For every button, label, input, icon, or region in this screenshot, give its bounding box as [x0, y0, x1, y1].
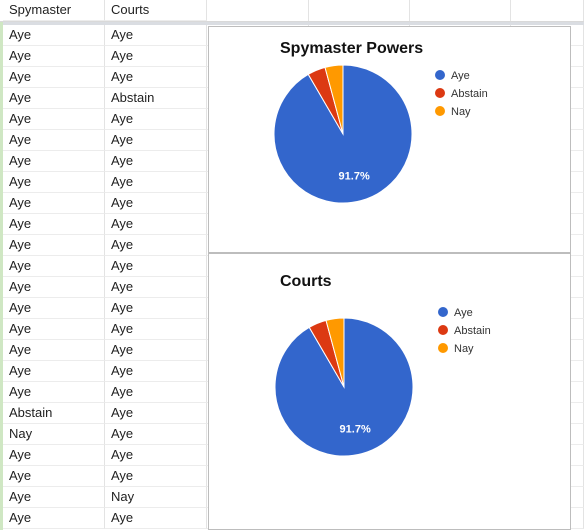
chart-legend: Aye Abstain Nay — [435, 67, 488, 121]
cell-spymaster[interactable]: Aye — [3, 172, 105, 193]
row-gutter — [0, 22, 3, 530]
legend-swatch — [438, 307, 448, 317]
cell-spymaster[interactable]: Aye — [3, 214, 105, 235]
legend-item-aye[interactable]: Aye — [438, 304, 491, 322]
legend-swatch — [438, 343, 448, 353]
cell-spymaster[interactable]: Aye — [3, 193, 105, 214]
cell-courts[interactable]: Aye — [105, 67, 207, 88]
cell-courts[interactable]: Aye — [105, 25, 207, 46]
cell-spymaster[interactable]: Aye — [3, 508, 105, 529]
header-cell-courts[interactable]: Courts — [105, 0, 207, 21]
cell-courts[interactable]: Aye — [105, 172, 207, 193]
chart-title: Courts — [280, 273, 332, 290]
cell-courts[interactable]: Aye — [105, 277, 207, 298]
header-row: Spymaster Courts — [0, 0, 584, 25]
pie-chart: 91.7% — [274, 317, 414, 457]
cell-courts[interactable]: Aye — [105, 109, 207, 130]
cell-spymaster[interactable]: Aye — [3, 319, 105, 340]
cell-courts[interactable]: Aye — [105, 319, 207, 340]
legend-swatch — [435, 70, 445, 80]
legend-swatch — [435, 106, 445, 116]
legend-swatch — [435, 88, 445, 98]
cell-spymaster[interactable]: Nay — [3, 424, 105, 445]
legend-item-nay[interactable]: Nay — [435, 103, 488, 121]
legend-label: Nay — [454, 343, 474, 355]
cell-courts[interactable]: Aye — [105, 193, 207, 214]
cell-courts[interactable]: Aye — [105, 361, 207, 382]
cell-spymaster[interactable]: Aye — [3, 340, 105, 361]
slice-label: 91.7% — [340, 423, 371, 435]
legend-label: Aye — [454, 307, 473, 319]
cell-courts[interactable]: Aye — [105, 298, 207, 319]
legend-label: Aye — [451, 70, 470, 82]
cell-spymaster[interactable]: Aye — [3, 361, 105, 382]
empty-header-cell[interactable] — [511, 0, 584, 21]
cell-courts[interactable]: Aye — [105, 508, 207, 529]
cell-spymaster[interactable]: Aye — [3, 46, 105, 67]
cell-courts[interactable]: Aye — [105, 256, 207, 277]
cell-spymaster[interactable]: Aye — [3, 487, 105, 508]
cell-spymaster[interactable]: Aye — [3, 445, 105, 466]
slice-label: 91.7% — [339, 170, 370, 182]
cell-spymaster[interactable]: Aye — [3, 382, 105, 403]
legend-label: Nay — [451, 106, 471, 118]
cell-courts[interactable]: Aye — [105, 445, 207, 466]
legend-item-abstain[interactable]: Abstain — [438, 322, 491, 340]
pie-chart: 91.7% — [273, 64, 413, 204]
legend-item-abstain[interactable]: Abstain — [435, 85, 488, 103]
legend-label: Abstain — [454, 325, 491, 337]
header-cell-spymaster[interactable]: Spymaster — [3, 0, 105, 21]
cell-courts[interactable]: Aye — [105, 403, 207, 424]
cell-courts[interactable]: Aye — [105, 382, 207, 403]
cell-spymaster[interactable]: Aye — [3, 151, 105, 172]
empty-header-cell[interactable] — [207, 0, 309, 21]
cell-spymaster[interactable]: Aye — [3, 130, 105, 151]
cell-courts[interactable]: Aye — [105, 46, 207, 67]
cell-spymaster[interactable]: Aye — [3, 298, 105, 319]
cell-spymaster[interactable]: Aye — [3, 466, 105, 487]
legend-swatch — [438, 325, 448, 335]
chart-courts[interactable]: Courts 91.7% Aye Abstain Nay — [208, 253, 571, 530]
cell-spymaster[interactable]: Aye — [3, 88, 105, 109]
chart-spymaster-powers[interactable]: Spymaster Powers 91.7% Aye Abstain Nay — [208, 26, 571, 253]
legend-label: Abstain — [451, 88, 488, 100]
pie-slice-nay[interactable] — [324, 64, 344, 135]
cell-spymaster[interactable]: Aye — [3, 67, 105, 88]
legend-item-nay[interactable]: Nay — [438, 340, 491, 358]
cell-spymaster[interactable]: Aye — [3, 277, 105, 298]
cell-spymaster[interactable]: Aye — [3, 256, 105, 277]
cell-courts[interactable]: Aye — [105, 130, 207, 151]
cell-spymaster[interactable]: Abstain — [3, 403, 105, 424]
cell-courts[interactable]: Aye — [105, 340, 207, 361]
chart-title: Spymaster Powers — [280, 40, 424, 57]
cell-courts[interactable]: Aye — [105, 235, 207, 256]
pie-slice-nay[interactable] — [325, 317, 345, 388]
empty-header-cell[interactable] — [410, 0, 511, 21]
cell-courts[interactable]: Aye — [105, 151, 207, 172]
empty-header-cell[interactable] — [309, 0, 410, 21]
cell-courts[interactable]: Abstain — [105, 88, 207, 109]
cell-spymaster[interactable]: Aye — [3, 235, 105, 256]
cell-spymaster[interactable]: Aye — [3, 25, 105, 46]
legend-item-aye[interactable]: Aye — [435, 67, 488, 85]
cell-courts[interactable]: Aye — [105, 466, 207, 487]
cell-spymaster[interactable]: Aye — [3, 109, 105, 130]
cell-courts[interactable]: Aye — [105, 214, 207, 235]
cell-courts[interactable]: Aye — [105, 424, 207, 445]
chart-legend: Aye Abstain Nay — [438, 304, 491, 358]
cell-courts[interactable]: Nay — [105, 487, 207, 508]
